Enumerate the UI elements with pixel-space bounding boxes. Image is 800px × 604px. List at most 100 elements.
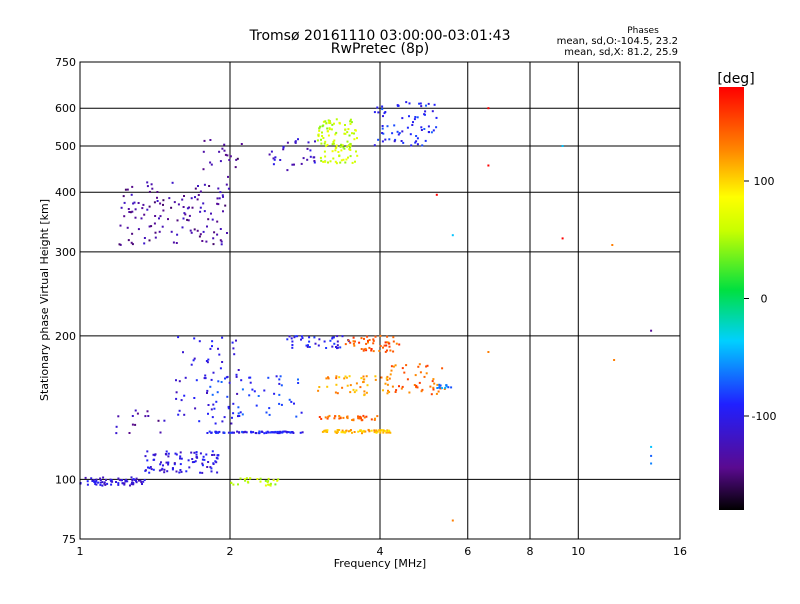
colorbar-tick-label: -100	[752, 410, 777, 423]
data-point	[309, 149, 312, 152]
data-point	[224, 204, 227, 207]
data-point	[364, 347, 367, 350]
data-point	[194, 407, 197, 410]
data-point	[308, 336, 311, 339]
data-point	[428, 131, 430, 134]
data-point	[373, 429, 376, 432]
data-point	[320, 417, 323, 420]
data-point	[142, 480, 145, 483]
data-point	[223, 431, 226, 434]
data-point	[213, 231, 216, 234]
x-tick-labels: 1 2 4 6 8 10 16	[77, 545, 688, 558]
x-tick-label: 4	[377, 545, 384, 558]
data-point	[196, 229, 199, 232]
data-point	[117, 482, 120, 485]
data-point	[161, 225, 164, 228]
data-point	[131, 232, 134, 235]
data-point	[123, 215, 126, 218]
data-point	[324, 120, 327, 123]
data-point	[221, 361, 224, 363]
data-point	[167, 463, 170, 466]
data-point	[413, 384, 416, 386]
data-point	[334, 149, 337, 152]
data-point	[123, 201, 126, 204]
data-point	[386, 430, 389, 433]
data-point	[393, 140, 396, 143]
data-point	[317, 389, 320, 392]
data-point	[240, 143, 243, 145]
data-point	[130, 193, 133, 196]
data-point	[193, 451, 196, 454]
data-point	[328, 414, 331, 417]
data-point	[180, 399, 183, 402]
data-point	[228, 159, 231, 161]
data-point	[392, 336, 395, 339]
data-point	[333, 342, 336, 345]
data-point	[199, 233, 202, 236]
data-point	[183, 394, 186, 397]
data-point	[335, 144, 338, 147]
data-point	[214, 422, 217, 425]
data-point	[341, 429, 344, 432]
data-point	[347, 430, 350, 433]
data-point	[223, 416, 226, 419]
data-point	[329, 122, 332, 125]
data-point	[346, 415, 349, 418]
data-point	[152, 453, 155, 456]
data-point	[374, 378, 377, 381]
data-point	[237, 406, 240, 409]
data-point	[359, 429, 362, 432]
data-point	[425, 104, 427, 107]
data-point	[327, 376, 329, 379]
data-point	[199, 190, 202, 193]
data-point	[394, 391, 397, 393]
data-point	[341, 335, 344, 338]
data-point	[383, 112, 386, 115]
data-point	[189, 229, 192, 232]
data-point	[408, 102, 411, 105]
data-point	[249, 477, 252, 480]
data-point	[372, 342, 375, 345]
data-point	[321, 430, 324, 433]
data-point	[400, 140, 403, 142]
data-point	[279, 375, 282, 378]
data-point	[432, 386, 435, 389]
data-point	[245, 477, 248, 480]
data-point	[336, 347, 338, 350]
data-point	[277, 478, 280, 481]
data-point	[278, 393, 281, 396]
colorbar-tick-label: 100	[754, 175, 775, 188]
data-point	[324, 429, 327, 432]
data-point	[384, 382, 387, 385]
data-point	[276, 479, 279, 482]
phase-info-o: mean, sd,O:-104.5, 23.2	[557, 36, 678, 47]
data-point	[282, 146, 285, 149]
data-point	[381, 140, 384, 143]
data-point	[148, 471, 151, 474]
data-point	[421, 144, 424, 147]
data-point	[286, 338, 289, 341]
data-point	[373, 111, 376, 114]
data-point	[300, 335, 303, 338]
data-point	[148, 190, 151, 193]
data-point	[349, 155, 352, 158]
data-point	[235, 373, 238, 376]
data-point	[212, 243, 215, 246]
data-point	[346, 145, 349, 148]
data-point	[431, 380, 434, 383]
data-point	[388, 377, 391, 380]
data-point	[321, 135, 324, 137]
data-point	[167, 455, 170, 458]
data-point	[389, 373, 392, 376]
data-point	[336, 340, 339, 343]
data-point	[363, 394, 366, 397]
data-point	[162, 464, 164, 467]
data-point	[336, 335, 339, 338]
data-point	[174, 452, 177, 455]
data-point	[154, 215, 157, 217]
data-point	[321, 125, 324, 128]
data-point	[146, 410, 149, 413]
data-point	[239, 477, 242, 480]
data-point	[318, 416, 321, 418]
data-point	[386, 335, 389, 338]
